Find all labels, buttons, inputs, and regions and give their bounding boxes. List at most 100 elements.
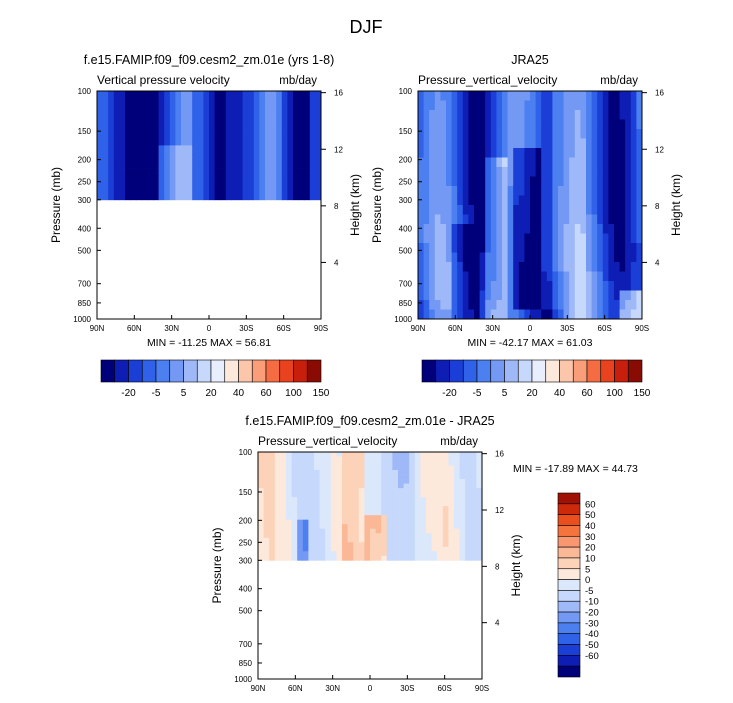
contour-cell xyxy=(136,140,143,146)
contour-cell xyxy=(297,492,304,498)
contour-cell xyxy=(563,262,570,272)
contour-cell xyxy=(465,474,472,480)
contour-cell xyxy=(502,195,508,206)
contour-cell xyxy=(502,186,508,196)
contour-cell xyxy=(409,524,416,530)
contour-cell xyxy=(175,154,182,160)
contour-cell xyxy=(263,452,270,457)
contour-cell xyxy=(309,95,316,101)
contour-cell xyxy=(102,163,109,169)
contour-cell xyxy=(546,119,553,130)
contour-cell xyxy=(420,510,427,516)
contour-cell xyxy=(291,519,298,525)
contour-cell xyxy=(298,195,305,201)
contour-cell xyxy=(420,501,427,507)
contour-cell xyxy=(291,483,298,489)
contour-cell xyxy=(209,186,215,192)
contour-cell xyxy=(287,122,294,128)
contour-cell xyxy=(203,149,210,155)
contour-cell xyxy=(448,488,455,494)
contour-cell xyxy=(286,461,292,466)
contour-cell xyxy=(468,100,475,111)
contour-cell xyxy=(186,100,193,105)
contour-cell xyxy=(619,129,626,139)
contour-cell xyxy=(398,474,404,480)
contour-cell xyxy=(197,127,204,133)
contour-cell xyxy=(259,113,266,119)
contour-cell xyxy=(429,271,436,282)
contour-cell xyxy=(602,214,609,225)
contour-cell xyxy=(602,119,609,130)
contour-cell xyxy=(314,519,320,525)
contour-cell xyxy=(462,281,469,291)
contour-cell xyxy=(614,271,620,282)
contour-cell xyxy=(479,186,486,196)
contour-cell xyxy=(214,177,221,183)
contour-cell xyxy=(231,168,238,173)
contour-cell xyxy=(358,519,365,525)
contour-cell xyxy=(614,300,620,310)
contour-cell xyxy=(242,127,249,133)
contour-cell xyxy=(490,205,497,215)
contour-cell xyxy=(263,555,270,561)
contour-cell xyxy=(468,91,475,101)
contour-cell xyxy=(518,119,525,130)
contour-cell xyxy=(287,109,294,115)
contour-cell xyxy=(392,519,399,525)
contour-cell xyxy=(108,154,115,160)
contour-cell xyxy=(309,177,316,183)
contour-cell xyxy=(276,127,283,133)
panel-title: f.e15.FAMIP.f09_f09.cesm2_zm.01e - JRA25 xyxy=(245,414,494,428)
contour-cell xyxy=(263,546,270,552)
contour-cell xyxy=(454,452,460,457)
contour-cell xyxy=(280,492,287,498)
contour-cell xyxy=(625,214,632,225)
contour-cell xyxy=(468,138,475,149)
contour-cell xyxy=(108,118,115,124)
contour-cell xyxy=(304,186,311,192)
y-tick-label: 100 xyxy=(239,448,253,457)
contour-cell xyxy=(287,154,294,160)
contour-cell xyxy=(535,186,542,196)
contour-cell xyxy=(403,537,410,543)
contour-cell xyxy=(434,205,441,215)
contour-cell xyxy=(203,172,210,178)
contour-fill xyxy=(258,452,483,561)
contour-cell xyxy=(602,195,609,206)
colorbar-swatch xyxy=(557,568,581,580)
contour-cell xyxy=(446,148,452,158)
contour-cell xyxy=(558,252,564,263)
contour-cell xyxy=(225,195,232,201)
contour-cell xyxy=(265,118,271,124)
contour-cell xyxy=(220,127,227,133)
contour-cell xyxy=(231,100,238,105)
contour-cell xyxy=(281,149,288,155)
contour-cell xyxy=(597,281,604,291)
contour-cell xyxy=(518,91,525,101)
contour-cell xyxy=(286,524,292,530)
contour-cell xyxy=(636,91,643,101)
contour-cell xyxy=(454,492,460,498)
contour-cell xyxy=(586,167,592,177)
contour-cell xyxy=(214,118,221,124)
contour-cell xyxy=(580,290,587,301)
contour-cell xyxy=(258,479,264,484)
y-tick-label: 850 xyxy=(239,659,253,668)
contour-cell xyxy=(286,555,292,561)
contour-cell xyxy=(563,148,570,158)
contour-cell xyxy=(442,470,449,475)
contour-cell xyxy=(586,186,592,196)
contour-cell xyxy=(291,551,298,557)
contour-cell xyxy=(403,551,410,557)
colorbar-label: 100 xyxy=(285,388,302,399)
contour-cell xyxy=(597,91,604,101)
contour-cell xyxy=(293,181,299,187)
contour-cell xyxy=(259,168,266,173)
contour-cell xyxy=(308,488,315,494)
contour-cell xyxy=(192,109,199,115)
y-tick-label: 1000 xyxy=(73,315,91,324)
contour-cell xyxy=(287,136,294,142)
contour-cell xyxy=(423,233,430,244)
contour-cell xyxy=(541,262,548,272)
contour-cell xyxy=(181,122,187,128)
